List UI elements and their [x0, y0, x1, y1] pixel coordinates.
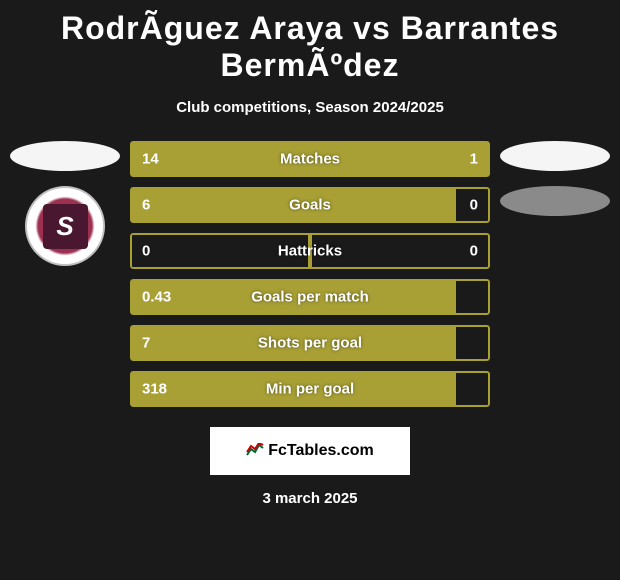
stats-column: Matches141Goals60Hattricks00Goals per ma… [130, 141, 490, 407]
footer-date: 3 march 2025 [0, 490, 620, 507]
stat-value-left: 318 [142, 381, 167, 398]
chart-area: S Matches141Goals60Hattricks00Goals per … [0, 141, 620, 407]
stat-label: Goals per match [130, 289, 490, 306]
stat-label: Matches [130, 151, 490, 168]
stat-label: Hattricks [130, 243, 490, 260]
page-title: RodrÃ­guez Araya vs Barrantes BermÃºdez [0, 10, 620, 84]
club-badge-icon: S [25, 186, 105, 266]
stat-row: Goals6 0 [130, 187, 490, 223]
chart-icon [246, 441, 264, 462]
stat-value-left: 0.43 [142, 289, 171, 306]
right-player-icons [500, 141, 610, 231]
stat-label: Shots per goal [130, 335, 490, 352]
club-badge-letter: S [43, 204, 88, 249]
stat-row: Min per goal318 [130, 371, 490, 407]
stat-label: Min per goal [130, 381, 490, 398]
stat-value-left: 0 [142, 243, 150, 260]
stat-label: Goals [130, 197, 490, 214]
stat-value-left: 7 [142, 335, 150, 352]
subtitle: Club competitions, Season 2024/2025 [0, 99, 620, 116]
stat-row: Matches14 1 [130, 141, 490, 177]
player2-ellipse-icon [500, 141, 610, 171]
comparison-infographic: RodrÃ­guez Araya vs Barrantes BermÃºdez … [0, 0, 620, 517]
stat-value-right: 0 [470, 197, 478, 214]
player1-ellipse-icon [10, 141, 120, 171]
stat-row: Shots per goal7 [130, 325, 490, 361]
stat-value-left: 6 [142, 197, 150, 214]
stat-row: Goals per match0.43 [130, 279, 490, 315]
stat-value-left: 14 [142, 151, 159, 168]
footer-logo-text: FcTables.com [268, 442, 374, 460]
left-player-icons: S [10, 141, 120, 266]
player2-club-ellipse-icon [500, 186, 610, 216]
footer-logo: FcTables.com [210, 427, 410, 475]
stat-value-right: 0 [470, 243, 478, 260]
stat-value-right: 1 [470, 151, 478, 168]
stat-row: Hattricks0 0 [130, 233, 490, 269]
